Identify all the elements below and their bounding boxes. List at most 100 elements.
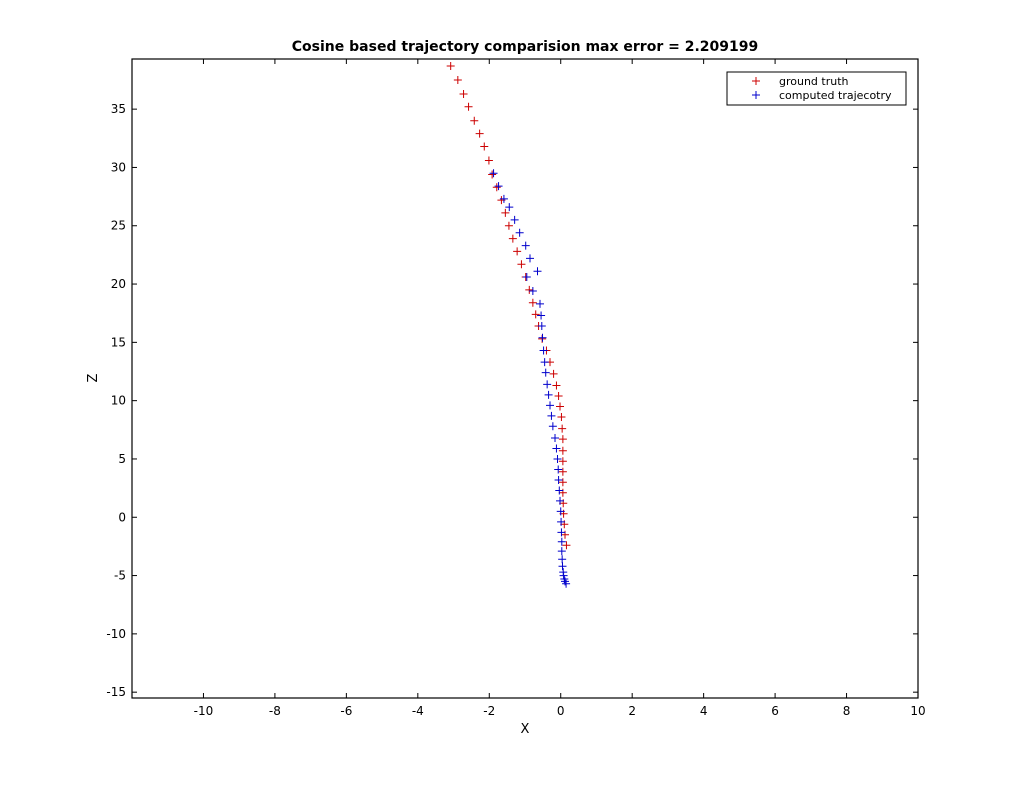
data-point-computed-trajecotry <box>536 299 545 308</box>
data-point-ground-truth <box>475 129 484 138</box>
data-point-computed-trajecotry <box>548 422 557 431</box>
x-tick-label: -8 <box>269 704 281 718</box>
x-tick-label: 2 <box>628 704 636 718</box>
data-point-computed-trajecotry <box>557 528 566 537</box>
data-point-computed-trajecotry <box>533 267 542 276</box>
data-point-ground-truth <box>501 208 510 217</box>
axis-ticks: -10 -8 -6 -4 -2 0 2 4 6 8 10 -15 -10 -5 0 5 10 15 20 25 30 35 <box>106 59 926 718</box>
data-point-ground-truth <box>558 446 567 455</box>
x-tick-label: 6 <box>771 704 779 718</box>
legend-marker-symbol <box>752 91 760 99</box>
data-point-ground-truth <box>558 424 567 433</box>
data-point-ground-truth <box>513 247 522 256</box>
data-point-computed-trajecotry <box>526 254 535 263</box>
data-series <box>446 61 571 588</box>
data-point-computed-trajecotry <box>554 465 563 474</box>
plot-frame <box>131 58 919 699</box>
y-tick-label: 30 <box>111 160 126 174</box>
data-point-computed-trajecotry <box>522 273 531 282</box>
legend-marker-symbol <box>752 77 760 85</box>
x-tick-label: 10 <box>910 704 925 718</box>
y-tick-label: 0 <box>118 510 126 524</box>
data-point-computed-trajecotry <box>553 454 562 463</box>
data-point-computed-trajecotry <box>510 215 519 224</box>
y-tick-label: -5 <box>114 569 126 583</box>
data-point-ground-truth <box>480 142 489 151</box>
data-point-ground-truth <box>446 61 455 70</box>
data-point-computed-trajecotry <box>521 241 530 250</box>
legend-marker-computed-trajecotry <box>752 91 760 99</box>
data-point-computed-trajecotry <box>558 555 567 564</box>
chart-title: Cosine based trajectory comparision max … <box>292 39 758 55</box>
data-point-computed-trajecotry <box>557 537 566 546</box>
legend-entry-ground-truth: ground truth <box>752 75 849 88</box>
data-point-ground-truth <box>517 260 526 269</box>
data-point-computed-trajecotry <box>544 390 553 399</box>
data-point-ground-truth <box>557 412 566 421</box>
data-point-computed-trajecotry <box>562 579 571 588</box>
data-point-computed-trajecotry <box>537 322 546 331</box>
legend-label-computed-trajecotry: computed trajecotry <box>779 89 892 102</box>
data-point-ground-truth <box>504 221 513 230</box>
data-point-computed-trajecotry <box>543 380 552 389</box>
data-point-computed-trajecotry <box>489 169 498 178</box>
data-point-computed-trajecotry <box>499 194 508 203</box>
data-point-computed-trajecotry <box>555 486 564 495</box>
series-computed-trajecotry <box>489 169 571 588</box>
data-point-computed-trajecotry <box>557 517 566 526</box>
x-tick-label: 0 <box>557 704 565 718</box>
data-point-computed-trajecotry <box>546 401 555 410</box>
y-tick-label: -15 <box>106 685 126 699</box>
data-point-computed-trajecotry <box>547 411 556 420</box>
data-point-computed-trajecotry <box>528 287 537 296</box>
data-point-computed-trajecotry <box>557 547 566 556</box>
data-point-computed-trajecotry <box>556 496 565 505</box>
legend-label-ground-truth: ground truth <box>779 75 849 88</box>
data-point-ground-truth <box>525 285 534 294</box>
data-point-computed-trajecotry <box>505 203 514 212</box>
y-axis-label: Z <box>86 373 101 382</box>
data-point-computed-trajecotry <box>559 571 568 580</box>
data-point-computed-trajecotry <box>515 228 524 237</box>
y-tick-label: 35 <box>111 102 126 116</box>
data-point-ground-truth <box>528 298 537 307</box>
y-tick-label: 20 <box>111 277 126 291</box>
data-point-ground-truth <box>558 457 567 466</box>
x-tick-label: -10 <box>194 704 214 718</box>
data-point-ground-truth <box>470 116 479 125</box>
data-point-ground-truth <box>453 75 462 84</box>
x-axis-label: X <box>521 722 530 737</box>
data-point-ground-truth <box>558 467 567 476</box>
y-tick-label: 10 <box>111 394 126 408</box>
data-point-computed-trajecotry <box>537 311 546 320</box>
data-point-ground-truth <box>552 381 561 390</box>
data-point-computed-trajecotry <box>552 444 561 453</box>
data-point-computed-trajecotry <box>538 333 547 342</box>
data-point-computed-trajecotry <box>558 562 567 571</box>
data-point-computed-trajecotry <box>494 182 503 191</box>
data-point-ground-truth <box>492 183 501 192</box>
data-point-computed-trajecotry <box>540 358 549 367</box>
data-point-ground-truth <box>508 234 517 243</box>
x-tick-label: -2 <box>483 704 495 718</box>
data-point-ground-truth <box>558 478 567 487</box>
data-point-computed-trajecotry <box>541 368 550 377</box>
legend-box <box>726 71 907 106</box>
data-point-computed-trajecotry <box>551 433 560 442</box>
data-point-ground-truth <box>556 402 565 411</box>
legend: ground truth computed trajecotry <box>726 71 907 106</box>
data-point-computed-trajecotry <box>554 475 563 484</box>
y-tick-label: 25 <box>111 219 126 233</box>
x-tick-label: -4 <box>412 704 424 718</box>
y-tick-label: 15 <box>111 335 126 349</box>
x-tick-label: 4 <box>700 704 708 718</box>
data-point-ground-truth <box>484 156 493 165</box>
y-tick-label: -10 <box>106 627 126 641</box>
data-point-ground-truth <box>488 170 497 179</box>
legend-marker-ground-truth <box>752 77 760 85</box>
data-point-ground-truth <box>558 435 567 444</box>
x-tick-label: -6 <box>340 704 352 718</box>
data-point-ground-truth <box>464 102 473 111</box>
data-point-ground-truth <box>549 369 558 378</box>
